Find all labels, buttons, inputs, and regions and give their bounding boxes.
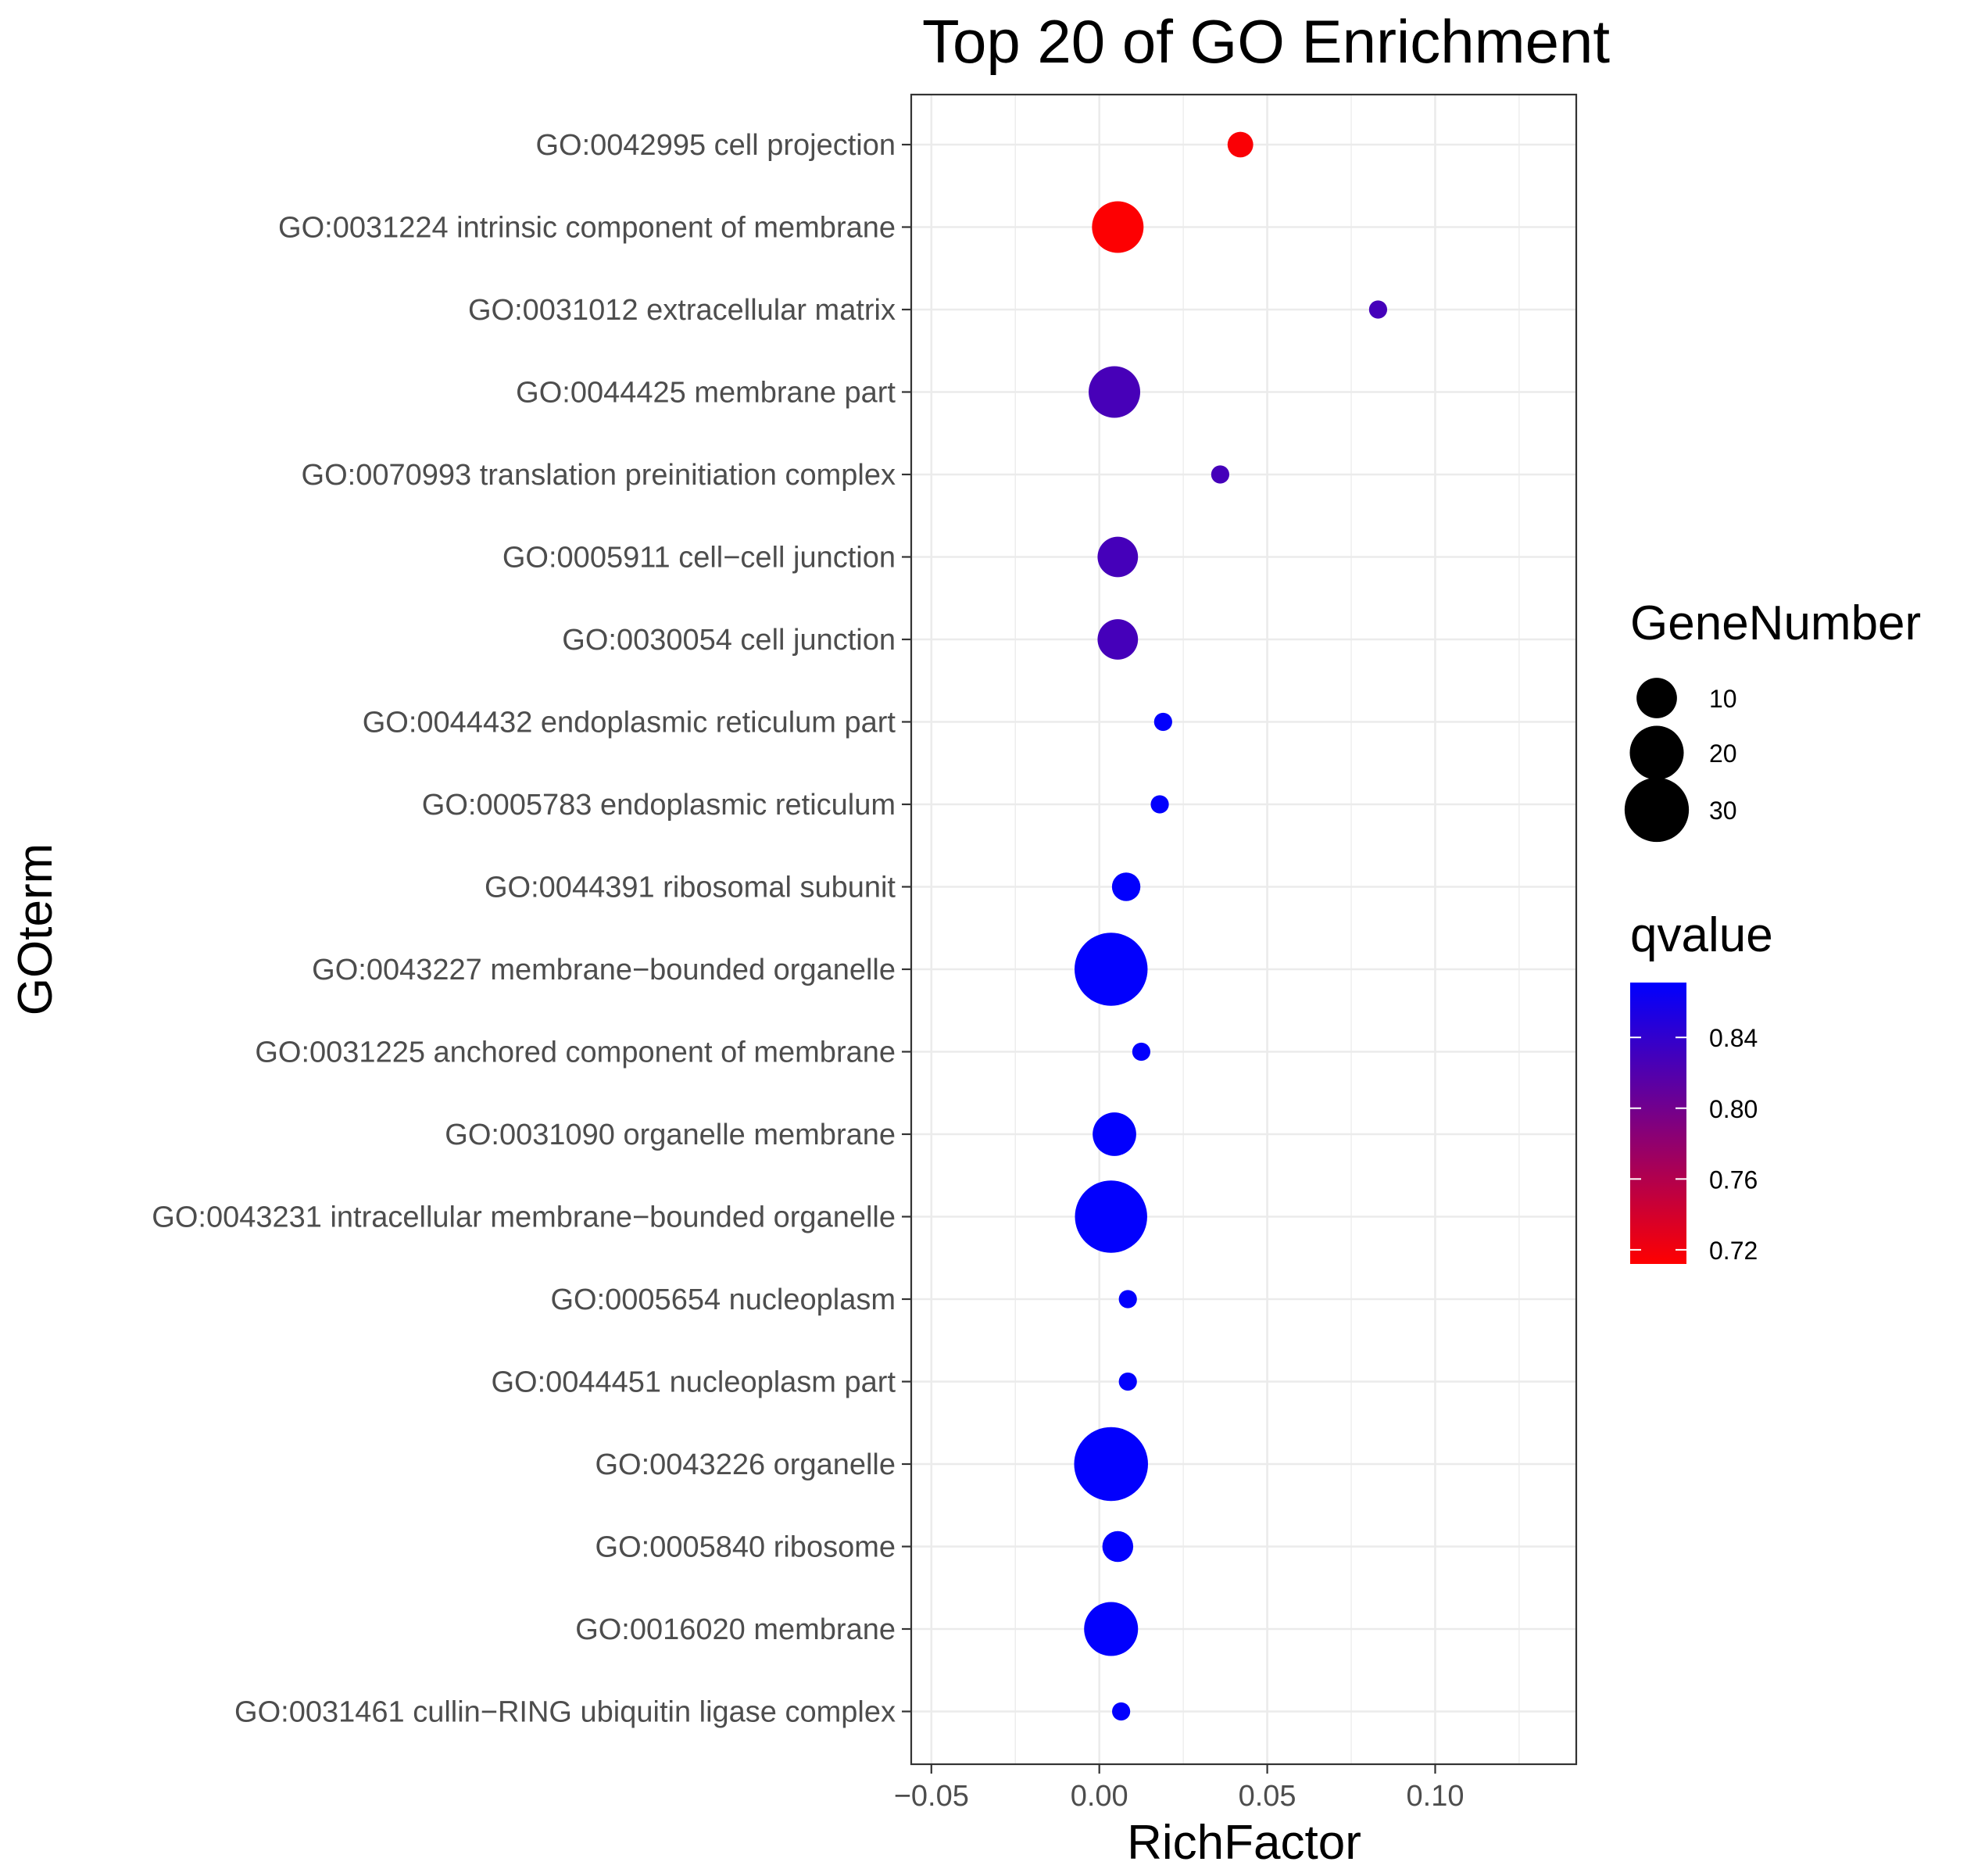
y-tick-label: GO:0005911 cell−cell junction [502, 542, 896, 575]
data-point [1097, 619, 1139, 660]
data-point [1074, 1427, 1148, 1502]
size-legend-key [1624, 777, 1690, 843]
qvalue-colorbar [1630, 983, 1686, 1264]
y-tick-label: GO:0031012 extracellular matrix [468, 294, 896, 327]
y-tick-label: GO:0043226 organelle [595, 1448, 896, 1481]
size-legend-title: GeneNumber [1630, 596, 1921, 650]
colorbar-tick-label: 0.72 [1709, 1237, 1758, 1265]
y-tick-label: GO:0044432 endoplasmic reticulum part [363, 707, 896, 739]
y-tick-label: GO:0005783 endoplasmic reticulum [422, 789, 896, 822]
plot-panel-border [910, 93, 1578, 1766]
y-tick-label: GO:0044391 ribosomal subunit [485, 872, 896, 904]
data-point [1211, 465, 1230, 484]
y-tick-label: GO:0031090 organelle membrane [445, 1119, 896, 1151]
size-legend-label: 20 [1709, 739, 1737, 768]
size-legend-label: 10 [1709, 685, 1737, 713]
data-point [1132, 1042, 1151, 1062]
x-axis-title: RichFactor [1127, 1816, 1361, 1870]
y-tick-label: GO:0031461 cullin−RING ubiquitin ligase … [234, 1696, 896, 1729]
x-tick-label: 0.00 [1071, 1780, 1128, 1813]
y-tick-label: GO:0070993 translation preinitiation com… [302, 459, 896, 492]
x-tick-label: −0.05 [894, 1780, 969, 1813]
data-point [1089, 366, 1141, 418]
colorbar-tick-label: 0.84 [1709, 1024, 1758, 1052]
y-tick-label: GO:0016020 membrane [575, 1613, 896, 1646]
colorbar-tick-label: 0.80 [1709, 1095, 1758, 1123]
y-tick-label: GO:0044451 nucleoplasm part [491, 1366, 896, 1399]
data-point [1153, 712, 1172, 732]
y-tick-label: GO:0031225 anchored component of membran… [255, 1036, 896, 1069]
y-tick-label: GO:0044425 membrane part [516, 377, 896, 410]
y-axis-title: GOterm [9, 843, 63, 1015]
data-point [1112, 1702, 1131, 1721]
size-legend-key [1629, 725, 1684, 780]
data-point [1097, 536, 1139, 578]
color-legend-title: qvalue [1630, 908, 1773, 962]
y-tick-label: GO:0005840 ribosome [595, 1531, 896, 1564]
data-point [1111, 872, 1141, 901]
data-point [1118, 1290, 1137, 1309]
y-tick-label: GO:0042995 cell projection [535, 129, 896, 162]
data-point [1118, 1372, 1137, 1391]
chart-title: Top 20 of GO Enrichment [922, 7, 1610, 76]
plot-panel [911, 95, 1576, 1764]
size-legend-key [1636, 678, 1677, 718]
data-point [1075, 1180, 1147, 1253]
data-point [1227, 131, 1254, 158]
size-legend-label: 30 [1709, 797, 1737, 825]
colorbar-tick-label: 0.76 [1709, 1165, 1758, 1194]
y-tick-label: GO:0031224 intrinsic component of membra… [278, 212, 896, 245]
data-point [1074, 933, 1148, 1006]
data-point [1084, 1602, 1139, 1656]
y-tick-label: GO:0030054 cell junction [562, 624, 896, 657]
data-point [1102, 1531, 1134, 1563]
y-tick-label: GO:0005654 nucleoplasm [550, 1283, 896, 1316]
data-point [1092, 201, 1144, 253]
data-point [1093, 1112, 1136, 1156]
x-tick-label: 0.05 [1239, 1780, 1296, 1813]
x-tick-label: 0.10 [1407, 1780, 1465, 1813]
data-point [1150, 795, 1169, 814]
data-point [1368, 300, 1388, 319]
y-tick-label: GO:0043227 membrane−bounded organelle [312, 954, 896, 986]
y-tick-label: GO:0043231 intracellular membrane−bounde… [152, 1201, 896, 1234]
